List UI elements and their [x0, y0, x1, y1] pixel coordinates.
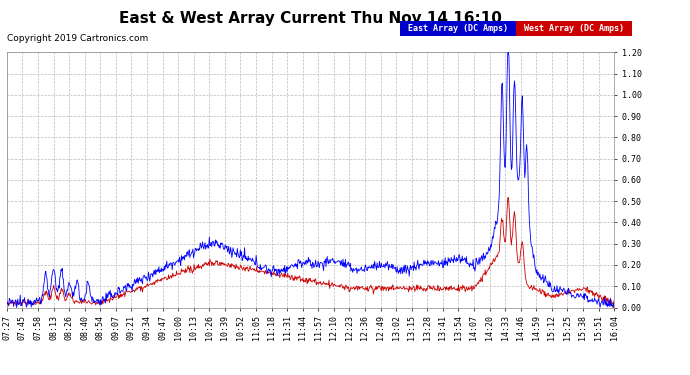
- Text: West Array (DC Amps): West Array (DC Amps): [524, 24, 624, 33]
- Text: East Array (DC Amps): East Array (DC Amps): [408, 24, 508, 33]
- Text: Copyright 2019 Cartronics.com: Copyright 2019 Cartronics.com: [7, 34, 148, 43]
- Text: East & West Array Current Thu Nov 14 16:10: East & West Array Current Thu Nov 14 16:…: [119, 11, 502, 26]
